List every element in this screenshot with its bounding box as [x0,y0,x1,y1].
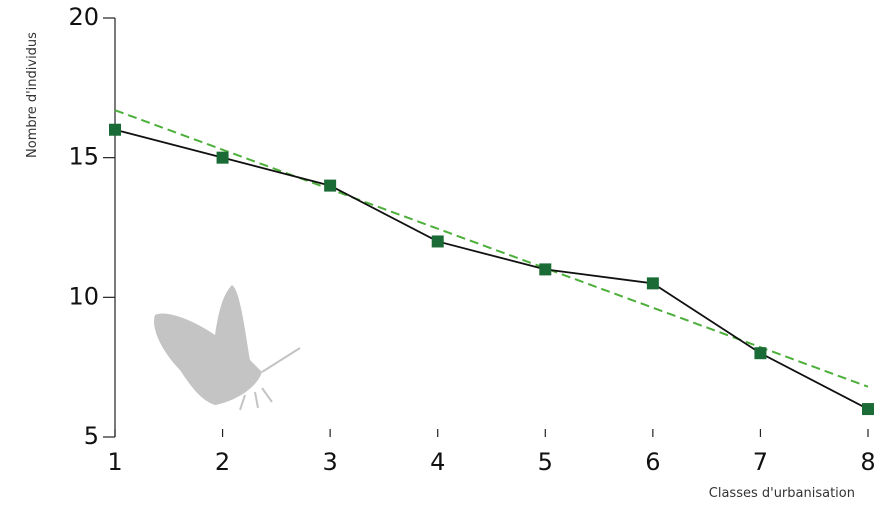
x-tick-label: 7 [753,448,768,476]
point-marker [109,123,121,136]
x-tick-label: 5 [538,448,553,476]
y-axis-label: Nombre d'individus [25,32,40,158]
y-tick-label: 20 [68,3,99,31]
point-marker [324,179,337,192]
x-tick-label: 3 [323,448,338,476]
x-axis-label: Classes d'urbanisation [709,486,855,501]
point-marker [754,347,767,360]
point-marker [862,403,874,416]
point-marker [646,277,659,290]
x-tick-label: 4 [430,448,445,476]
x-tick-label: 2 [215,448,230,476]
trend-line [114,109,869,388]
x-tick-label: 8 [860,448,875,476]
series-line [114,128,869,410]
point-marker [431,235,444,248]
butterfly-illustration [154,285,301,411]
x-tick-label: 6 [645,448,660,476]
x-tick-label: 1 [107,448,122,476]
y-tick-label: 10 [68,282,99,310]
y-tick-label: 15 [68,143,99,171]
y-tick-label: 5 [84,422,99,450]
point-marker [539,263,552,276]
point-marker [216,151,229,164]
